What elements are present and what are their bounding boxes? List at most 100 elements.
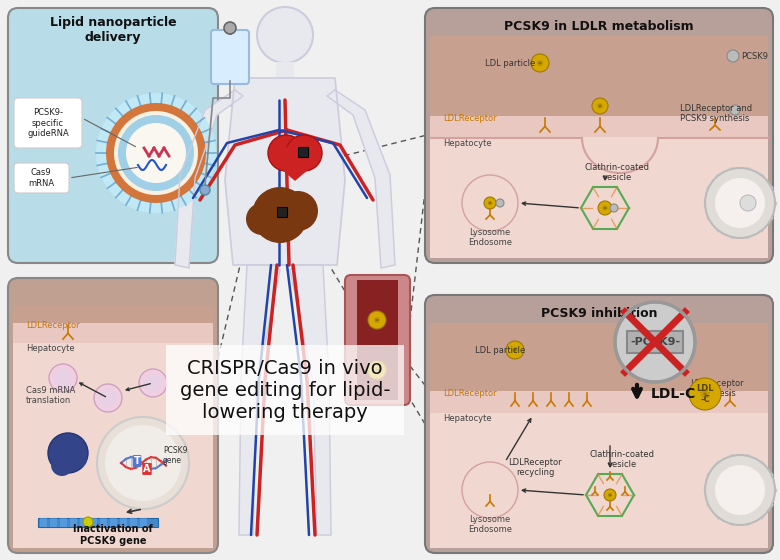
Circle shape <box>368 311 386 329</box>
Circle shape <box>83 517 93 527</box>
Circle shape <box>139 369 167 397</box>
Text: Lysosome: Lysosome <box>470 515 511 524</box>
Circle shape <box>715 465 765 515</box>
Bar <box>80 518 87 527</box>
Circle shape <box>740 195 756 211</box>
Bar <box>430 391 768 413</box>
Bar <box>13 343 213 548</box>
Text: PCSK9: PCSK9 <box>741 52 768 60</box>
FancyBboxPatch shape <box>14 163 69 193</box>
Text: A: A <box>144 464 151 474</box>
Circle shape <box>49 364 77 392</box>
Text: T: T <box>133 456 140 466</box>
Bar <box>110 518 117 527</box>
Text: Endosome: Endosome <box>468 525 512 534</box>
Bar <box>430 323 768 391</box>
Bar <box>357 280 398 400</box>
Text: LDL particle: LDL particle <box>475 346 525 354</box>
Polygon shape <box>290 265 331 535</box>
Circle shape <box>604 489 616 501</box>
Bar <box>430 138 768 258</box>
Text: -PCSK9-: -PCSK9- <box>630 337 680 347</box>
Text: LDL particle: LDL particle <box>485 58 535 68</box>
Bar <box>276 62 294 78</box>
Bar <box>430 36 768 116</box>
Text: Lysosome: Lysosome <box>470 228 511 237</box>
Circle shape <box>705 455 775 525</box>
Circle shape <box>97 417 189 509</box>
Circle shape <box>246 203 278 235</box>
Circle shape <box>54 369 72 387</box>
Text: Hepatocyte: Hepatocyte <box>443 139 491 148</box>
Circle shape <box>94 384 122 412</box>
Text: LDLReceptor: LDLReceptor <box>443 114 497 123</box>
Bar <box>70 518 77 527</box>
Text: Cas9
mRNA: Cas9 mRNA <box>28 169 54 188</box>
Bar <box>277 207 287 217</box>
Text: Hepatocyte: Hepatocyte <box>443 414 491 423</box>
Bar <box>298 147 308 157</box>
Circle shape <box>615 302 695 382</box>
Circle shape <box>200 185 210 195</box>
Bar <box>50 518 57 527</box>
Text: PCSK9-
specific
guideRNA: PCSK9- specific guideRNA <box>27 108 69 138</box>
Text: Inactivation of
PCSK9 gene: Inactivation of PCSK9 gene <box>73 524 153 546</box>
Bar <box>100 518 107 527</box>
FancyBboxPatch shape <box>425 8 773 263</box>
Text: LDL
-C: LDL -C <box>697 384 714 404</box>
Bar <box>13 306 213 323</box>
Polygon shape <box>225 78 345 265</box>
Bar <box>60 518 67 527</box>
Circle shape <box>114 111 198 195</box>
FancyBboxPatch shape <box>14 98 82 148</box>
Bar <box>40 518 47 527</box>
Text: Lipid nanoparticle
delivery: Lipid nanoparticle delivery <box>50 16 176 44</box>
Circle shape <box>286 135 322 171</box>
FancyBboxPatch shape <box>425 295 773 553</box>
Circle shape <box>730 105 740 115</box>
FancyBboxPatch shape <box>8 8 218 263</box>
Text: Clathrin-coated
vesicle: Clathrin-coated vesicle <box>590 450 654 469</box>
FancyBboxPatch shape <box>345 275 410 405</box>
Circle shape <box>118 115 194 191</box>
Circle shape <box>727 50 739 62</box>
Circle shape <box>105 425 181 501</box>
Circle shape <box>278 191 318 231</box>
Text: PCSK9 inhibition: PCSK9 inhibition <box>541 306 658 320</box>
Circle shape <box>51 454 73 476</box>
FancyBboxPatch shape <box>211 30 249 84</box>
Circle shape <box>252 187 308 243</box>
Text: LDLReceptor: LDLReceptor <box>26 321 80 330</box>
Circle shape <box>144 374 162 392</box>
Text: PCSK9 in LDLR metabolism: PCSK9 in LDLR metabolism <box>504 20 694 32</box>
Polygon shape <box>239 265 280 535</box>
Circle shape <box>705 168 775 238</box>
Circle shape <box>715 178 765 228</box>
Circle shape <box>598 201 612 215</box>
Bar <box>90 518 97 527</box>
Circle shape <box>106 103 206 203</box>
Circle shape <box>586 471 634 519</box>
Circle shape <box>257 7 313 63</box>
Bar <box>430 413 768 548</box>
Bar <box>120 518 127 527</box>
Text: LDLReceptor
recycling: LDLReceptor recycling <box>509 458 562 477</box>
Text: LDLReceptor and
PCSK9 synthesis: LDLReceptor and PCSK9 synthesis <box>680 104 752 123</box>
Circle shape <box>496 199 504 207</box>
Circle shape <box>531 54 549 72</box>
Text: Clathrin-coated
vesicle: Clathrin-coated vesicle <box>584 162 650 182</box>
Polygon shape <box>327 90 395 268</box>
Text: Cas9 mRNA
translation: Cas9 mRNA translation <box>26 386 76 405</box>
Text: LDLReceptor: LDLReceptor <box>443 389 497 398</box>
Circle shape <box>462 462 518 518</box>
Bar <box>38 518 158 527</box>
Polygon shape <box>269 143 321 180</box>
Bar <box>13 323 213 343</box>
Bar <box>130 518 137 527</box>
Circle shape <box>581 184 629 232</box>
Circle shape <box>126 123 186 183</box>
Circle shape <box>484 197 496 209</box>
Text: PCSK9
gene: PCSK9 gene <box>163 446 187 465</box>
FancyBboxPatch shape <box>8 278 218 553</box>
Text: CRISPR/Cas9 in vivo
gene editing for lipid-
lowering therapy: CRISPR/Cas9 in vivo gene editing for lip… <box>179 358 390 422</box>
